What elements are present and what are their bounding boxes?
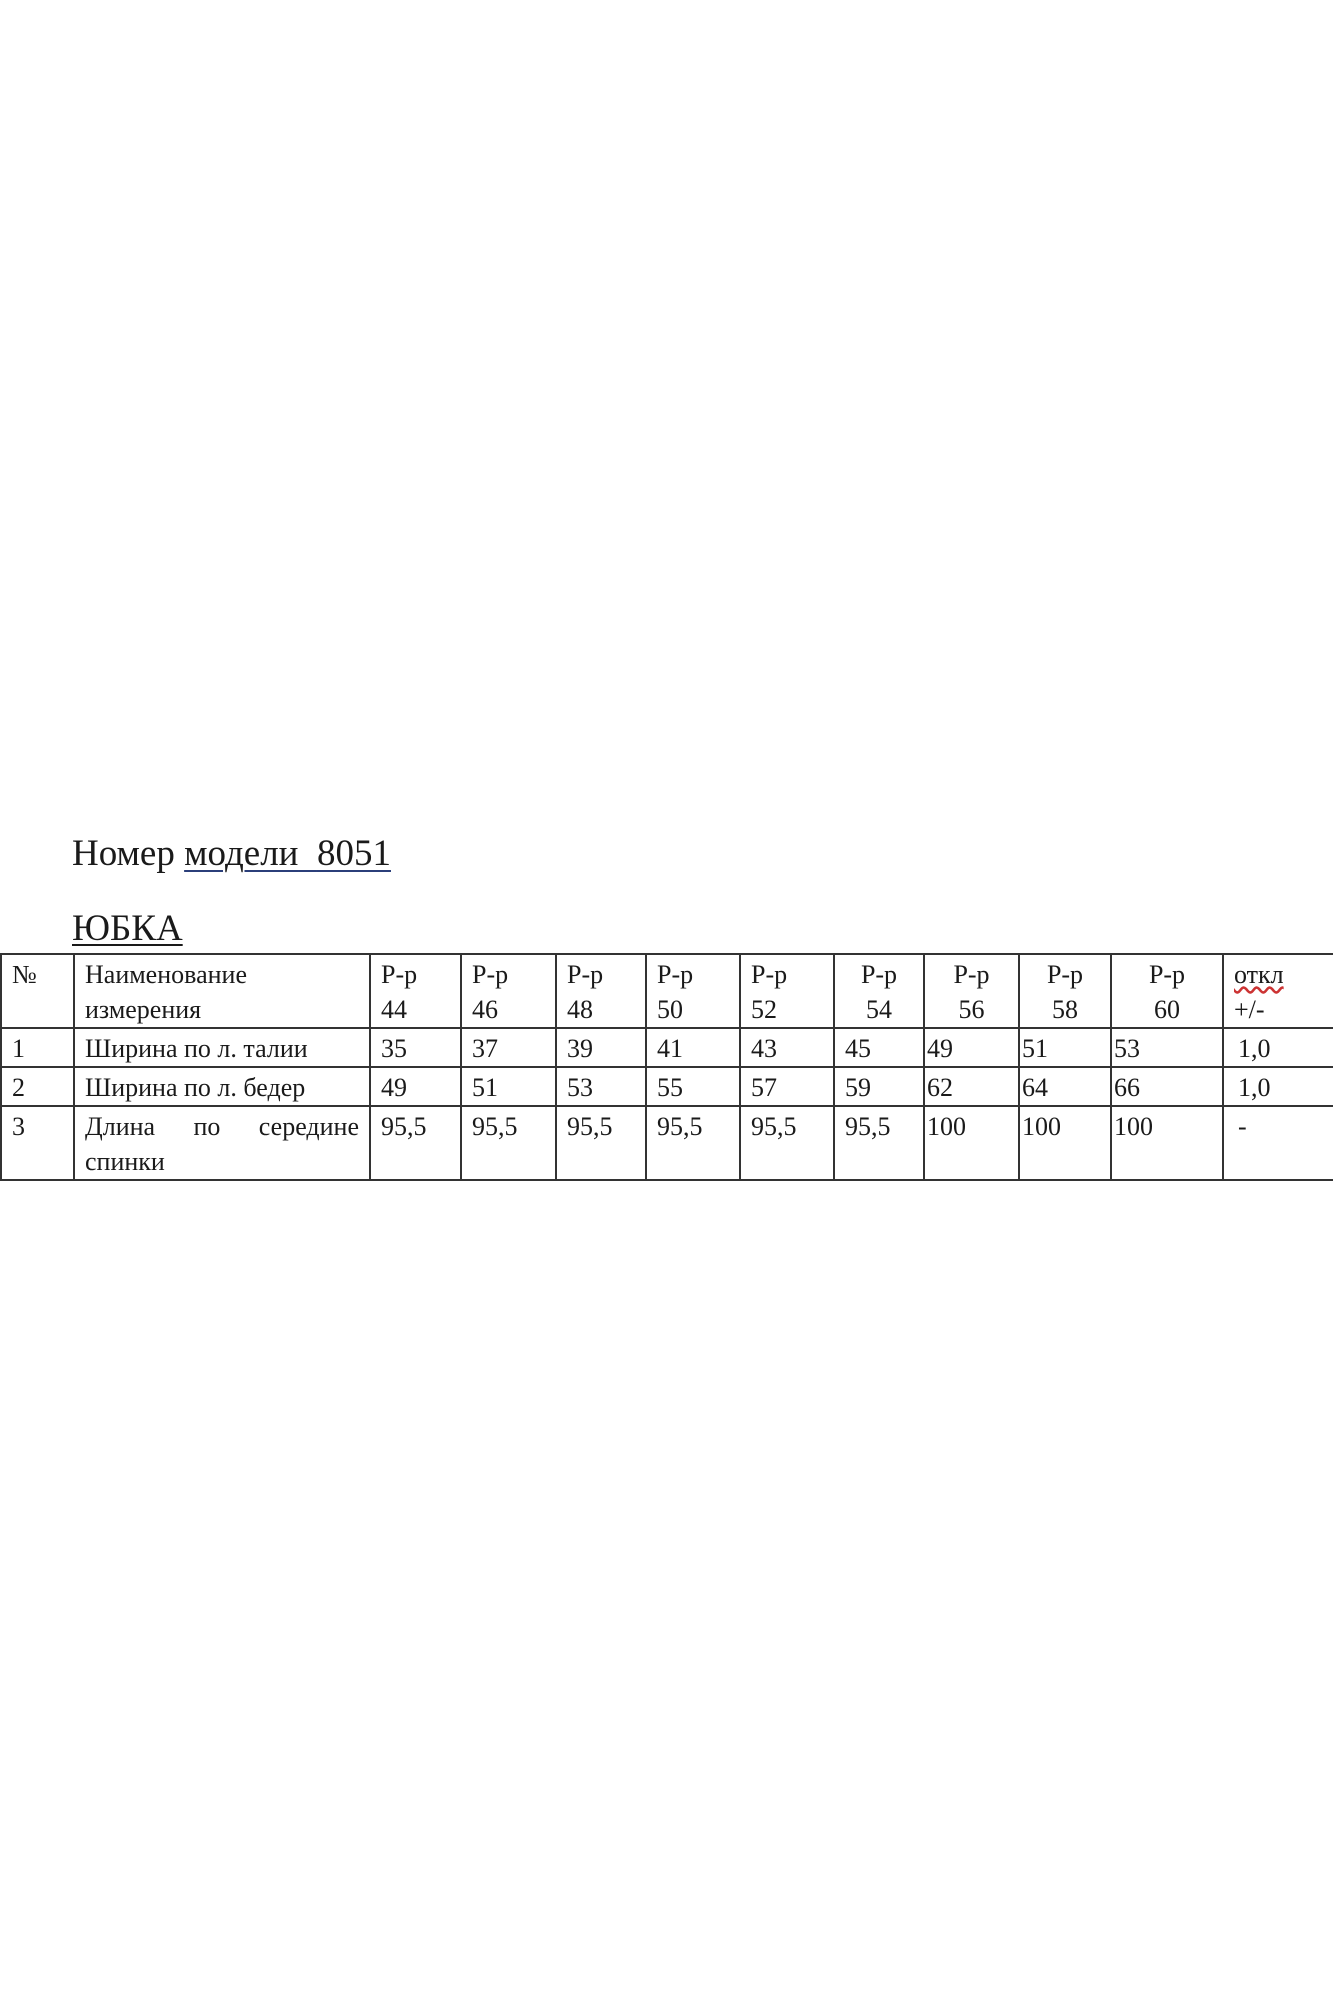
measurement-name: Ширина по л. талии [73, 1027, 371, 1068]
model-number: 8051 [316, 833, 391, 874]
table-row: 3 Длина по середине спинки 95,5 95,5 95,5 95,5… [0, 1105, 1333, 1181]
size-value: 66 [1110, 1066, 1224, 1107]
size-value: 59 [833, 1066, 925, 1107]
size-value: 51 [1018, 1027, 1112, 1068]
size-value: 37 [460, 1027, 557, 1068]
header-size-52: Р-р 52 [739, 953, 835, 1029]
row-number: 1 [0, 1027, 75, 1068]
size-value: 100 [1018, 1105, 1112, 1181]
size-value: 53 [555, 1066, 647, 1107]
size-value: 41 [645, 1027, 741, 1068]
size-value: 55 [645, 1066, 741, 1107]
header-size-48: Р-р 48 [555, 953, 647, 1029]
tolerance-value: 1,0 [1222, 1066, 1333, 1107]
size-value: 95,5 [645, 1105, 741, 1181]
size-value: 95,5 [369, 1105, 462, 1181]
header-size-54: Р-р 54 [833, 953, 925, 1029]
header-size-60: Р-р 60 [1110, 953, 1224, 1029]
garment-type-heading: ЮБКА [72, 908, 183, 949]
size-value: 45 [833, 1027, 925, 1068]
size-value: 62 [923, 1066, 1020, 1107]
size-value: 39 [555, 1027, 647, 1068]
header-size-58: Р-р 58 [1018, 953, 1112, 1029]
size-value: 57 [739, 1066, 835, 1107]
size-value: 49 [369, 1066, 462, 1107]
header-name: Наименование измерения [73, 953, 371, 1029]
tolerance-value: - [1222, 1105, 1333, 1181]
size-value: 95,5 [833, 1105, 925, 1181]
measurement-name: Ширина по л. бедер [73, 1066, 371, 1107]
size-value: 43 [739, 1027, 835, 1068]
size-value: 95,5 [460, 1105, 557, 1181]
header-size-56: Р-р 56 [923, 953, 1020, 1029]
measurement-name: Длина по середине спинки [73, 1105, 371, 1181]
tolerance-value: 1,0 [1222, 1027, 1333, 1068]
header-row: № Наименование измерения Р-р 44 Р-р 46 Р-р 48 Р… [0, 953, 1333, 1029]
size-value: 51 [460, 1066, 557, 1107]
row-number: 2 [0, 1066, 75, 1107]
size-value: 64 [1018, 1066, 1112, 1107]
model-number-heading: Номер модели 8051 [72, 832, 391, 875]
size-value: 95,5 [555, 1105, 647, 1181]
size-value: 100 [923, 1105, 1020, 1181]
table-row: 2 Ширина по л. бедер 49 51 53 55 57 59 62 64 66 1,0 [0, 1066, 1333, 1107]
header-number: № [0, 953, 75, 1029]
header-size-44: Р-р 44 [369, 953, 462, 1029]
size-value: 100 [1110, 1105, 1224, 1181]
size-value: 53 [1110, 1027, 1224, 1068]
size-value: 95,5 [739, 1105, 835, 1181]
size-chart-table: № Наименование измерения Р-р 44 Р-р 46 Р-р 48 Р… [0, 953, 1333, 1181]
title-label: модели 8051 [184, 833, 391, 874]
header-size-46: Р-р 46 [460, 953, 557, 1029]
title-prefix: Номер [72, 833, 175, 874]
size-value: 35 [369, 1027, 462, 1068]
header-size-50: Р-р 50 [645, 953, 741, 1029]
row-number: 3 [0, 1105, 75, 1181]
table-row: 1 Ширина по л. талии 35 37 39 41 43 45 49 51 53 1,0 [0, 1027, 1333, 1068]
size-value: 49 [923, 1027, 1020, 1068]
header-tolerance: откл +/- [1222, 953, 1333, 1029]
